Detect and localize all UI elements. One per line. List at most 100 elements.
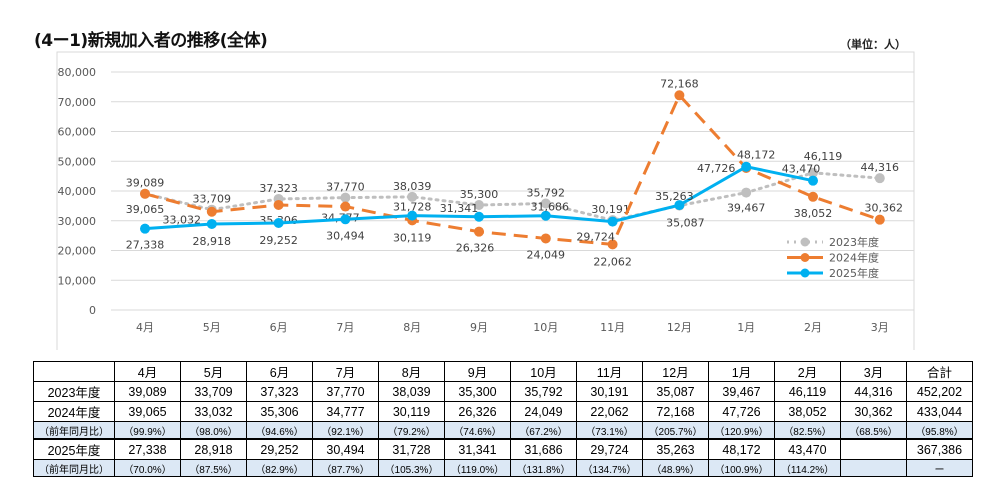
data-point xyxy=(808,175,818,186)
table-row: 2024年度 39,065 33,032 35,306 34,777 30,119 26,3… xyxy=(33,401,973,422)
y-tick-label: 30,000 xyxy=(58,215,97,228)
table-cell: 37,770 xyxy=(312,381,379,402)
table-cell: 1月 xyxy=(708,361,775,382)
table-cell: （87.5%） xyxy=(180,459,247,477)
data-label: 29,724 xyxy=(576,231,615,244)
data-label: 37,770 xyxy=(326,181,365,194)
data-label: 30,119 xyxy=(393,231,432,244)
table-cell: 72,168 xyxy=(642,401,709,422)
y-tick-label: 10,000 xyxy=(58,274,97,287)
y-tick-label: 60,000 xyxy=(58,126,97,139)
table-cell: 38,039 xyxy=(378,381,445,402)
table-cell: 367,386 xyxy=(906,438,973,460)
table-cell: 7月 xyxy=(312,361,379,382)
data-label: 29,252 xyxy=(259,234,298,247)
table-cell: （205.7%） xyxy=(642,421,709,440)
data-label: 38,052 xyxy=(794,207,833,220)
data-label: 47,726 xyxy=(697,162,736,175)
data-point xyxy=(874,214,885,225)
ratio-row: （前年同月比） （99.9%） （98.0%） （94.6%） （92.1%） （79.2… xyxy=(33,421,973,440)
data-label: 24,049 xyxy=(527,248,566,261)
table-cell: （70.0%） xyxy=(114,459,181,477)
line-chart: 0 10,000 20,000 30,000 40,000 50,000 60,000 70,… xyxy=(56,51,915,350)
data-point xyxy=(674,90,685,101)
data-point xyxy=(474,226,484,237)
table-cell: （67.2%） xyxy=(510,421,577,440)
table-cell: 28,918 xyxy=(180,438,247,460)
table-cell: 31,728 xyxy=(378,438,445,460)
data-label: 38,039 xyxy=(393,180,432,193)
y-tick-label: 70,000 xyxy=(58,96,97,109)
data-label: 43,470 xyxy=(782,163,821,176)
table-cell: （120.9%） xyxy=(708,421,775,440)
data-label: 31,728 xyxy=(393,201,432,214)
data-label: 27,338 xyxy=(126,239,165,252)
table-cell: 30,494 xyxy=(312,438,379,460)
table-cell: 26,326 xyxy=(444,401,511,422)
data-point xyxy=(674,200,685,211)
table-cell: ー xyxy=(906,459,973,477)
x-tick-label: 3月 xyxy=(871,321,889,334)
table-cell: （134.7%） xyxy=(576,459,643,477)
table-cell: （95.8%） xyxy=(906,421,973,440)
data-label: 28,918 xyxy=(193,235,232,248)
data-point xyxy=(340,192,351,203)
table-cell: 10月 xyxy=(510,361,577,382)
table-cell: 33,032 xyxy=(180,401,247,422)
row-header xyxy=(33,361,115,382)
table-cell: 47,726 xyxy=(708,401,775,422)
x-tick-label: 12月 xyxy=(667,321,692,334)
table-cell: 30,362 xyxy=(840,401,907,422)
table-cell: 2月 xyxy=(774,361,841,382)
legend-marker xyxy=(800,237,810,247)
table-cell: 433,044 xyxy=(906,401,973,422)
x-tick-label: 7月 xyxy=(336,321,354,334)
ratio-row: （前年同月比） （70.0%） （87.5%） （82.9%） （87.7%） （105.… xyxy=(33,459,973,477)
table-cell: 22,062 xyxy=(576,401,643,422)
data-point xyxy=(808,191,818,202)
legend-marker xyxy=(800,253,810,262)
table-cell: 33,709 xyxy=(180,381,247,402)
table-cell: （131.8%） xyxy=(510,459,577,477)
table-cell: 35,263 xyxy=(642,438,709,460)
data-label: 22,062 xyxy=(593,255,632,268)
data-table: 4月 5月 6月 7月 8月 9月 10月 11月 12月 1月 2月 3月 合計 2023年度 39,08… xyxy=(33,361,973,477)
data-point xyxy=(340,214,351,225)
data-label: 46,119 xyxy=(804,150,843,163)
data-label: 31,686 xyxy=(531,201,570,214)
table-cell: 39,467 xyxy=(708,381,775,402)
table-cell: （73.1%） xyxy=(576,421,643,440)
table-cell: 30,119 xyxy=(378,401,445,422)
data-label: 35,300 xyxy=(460,188,499,201)
y-tick-label: 20,000 xyxy=(58,245,97,258)
table-cell: （114.2%） xyxy=(774,459,841,477)
table-cell: （48.9%） xyxy=(642,459,709,477)
y-tick-label: 40,000 xyxy=(58,185,97,198)
table-cell: （68.5%） xyxy=(840,421,907,440)
data-point xyxy=(407,210,418,221)
data-label: 37,323 xyxy=(259,182,298,195)
data-point xyxy=(273,199,284,210)
data-label: 44,316 xyxy=(861,161,900,174)
table-cell: （100.9%） xyxy=(708,459,775,477)
data-point xyxy=(540,210,551,221)
data-point xyxy=(340,201,351,212)
series-line-2023年度 xyxy=(143,171,882,222)
legend-label: 2023年度 xyxy=(829,235,879,249)
data-point xyxy=(474,211,484,222)
row-header: 2023年度 xyxy=(33,381,115,402)
table-cell: （92.1%） xyxy=(312,421,379,440)
unit-label: （単位：人） xyxy=(840,38,906,51)
row-header: （前年同月比） xyxy=(33,459,115,477)
table-cell: 合計 xyxy=(906,361,973,382)
data-point xyxy=(206,206,217,217)
table-cell: 35,792 xyxy=(510,381,577,402)
table-cell: 43,470 xyxy=(774,438,841,460)
data-point xyxy=(607,216,618,227)
data-label: 30,362 xyxy=(865,202,904,215)
table-cell: 27,338 xyxy=(114,438,181,460)
table-cell: 38,052 xyxy=(774,401,841,422)
table-row: 2025年度 27,338 28,918 29,252 30,494 31,728 31,3… xyxy=(33,438,973,460)
data-point xyxy=(140,188,150,199)
table-row: 2023年度 39,089 33,709 37,323 37,770 38,039 35,3… xyxy=(33,381,973,402)
